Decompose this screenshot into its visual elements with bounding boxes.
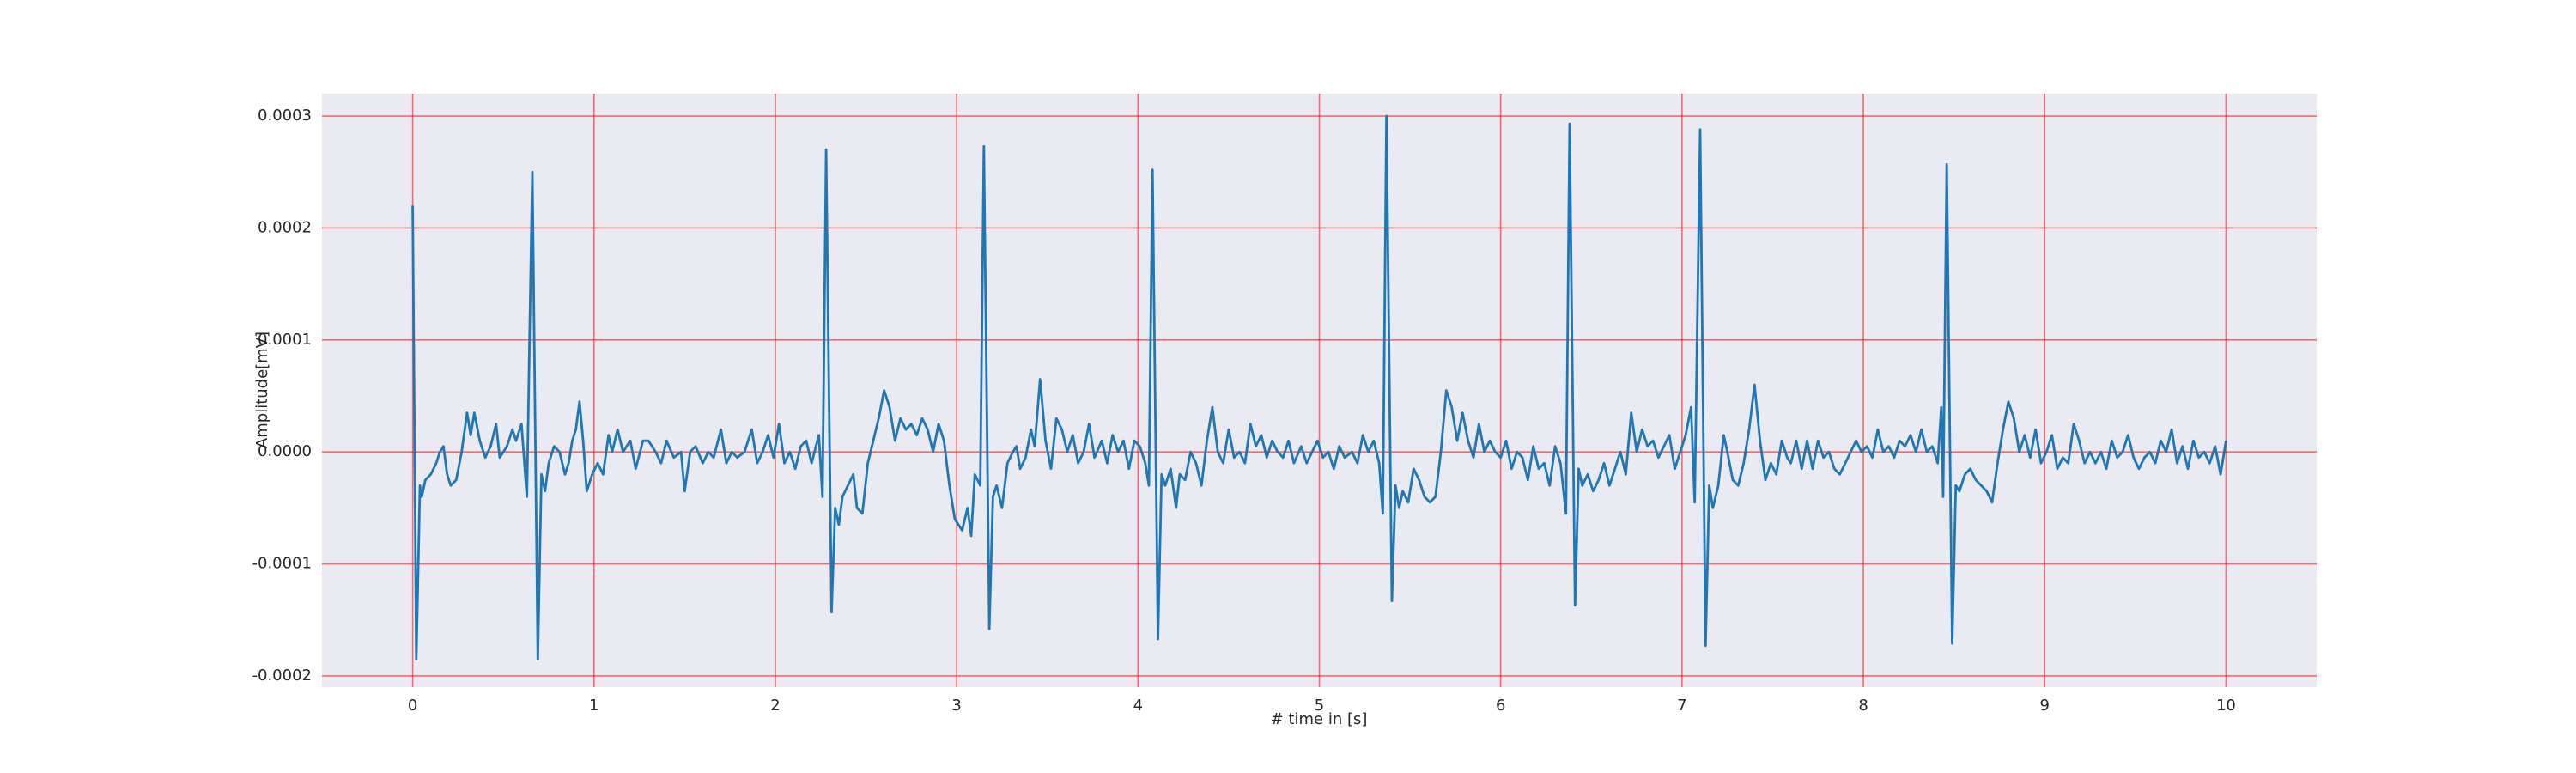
x-axis-label: # time in [s]	[1271, 710, 1368, 728]
x-tick-label: 10	[2216, 697, 2236, 715]
x-tick-label: 6	[1496, 697, 1505, 715]
x-tick-label: 4	[1133, 697, 1143, 715]
y-tick-label: 0.0002	[258, 218, 312, 236]
x-tick-label: 2	[770, 697, 780, 715]
x-tick-label: 3	[951, 697, 961, 715]
y-axis-label: Amplitude[mV]	[253, 332, 271, 448]
grid	[322, 94, 2317, 687]
y-tick-label: 0.0003	[258, 107, 312, 125]
x-tick-label: 9	[2040, 697, 2050, 715]
signal-line	[411, 114, 2227, 660]
x-tick-label: 1	[589, 697, 598, 715]
y-tick-label: -0.0002	[252, 666, 312, 685]
marks	[411, 114, 2227, 660]
x-tick-label: 0	[408, 697, 417, 715]
y-tick-label: 0.0000	[258, 442, 312, 460]
labels: 0 1 2 3 4 5 6 7 8 9 10 -0.0002 -0.0001 0.0000 0.0001 0.…	[252, 107, 2236, 715]
x-tick-label: 8	[1858, 697, 1868, 715]
x-tick-label: 7	[1677, 697, 1686, 715]
y-tick-label: -0.0001	[252, 555, 312, 573]
y-tick-label: 0.0001	[258, 331, 312, 349]
x-tick-label: 5	[1315, 697, 1324, 715]
